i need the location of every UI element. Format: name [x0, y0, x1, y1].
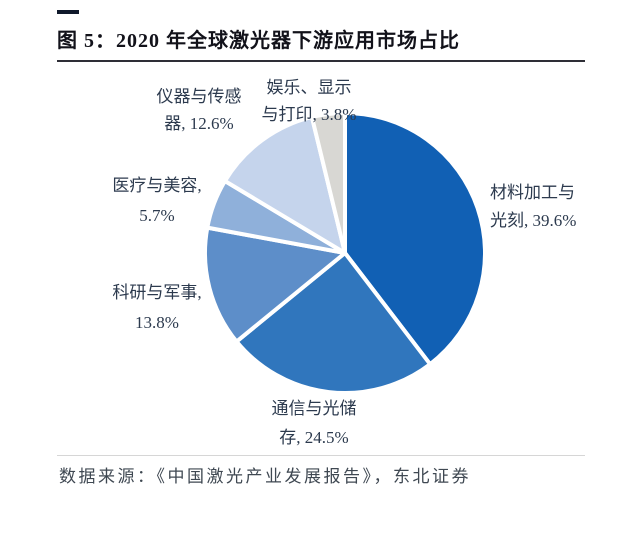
- pie-label-line: 娱乐、显示: [266, 78, 352, 97]
- pie-slice-4: [222, 114, 347, 255]
- pie-slice-0: [343, 111, 487, 367]
- pie-slice-2: [203, 225, 347, 344]
- pie-label-line: 存, 24.5%: [279, 428, 349, 447]
- pie-label-line: 通信与光储: [271, 399, 357, 418]
- pie-slice-1: [234, 251, 433, 395]
- pie-label-line: 仪器与传感: [156, 87, 242, 106]
- pie-label-line: 光刻, 39.6%: [490, 211, 577, 230]
- pie-label-line: 科研与军事,: [112, 283, 202, 302]
- pie-label-line: 13.8%: [135, 313, 179, 332]
- data-source-note: 数据来源：《中国激光产业发展报告》，东北证券: [59, 467, 471, 486]
- pie-label-line: 5.7%: [139, 206, 175, 225]
- pie-label-communications-storage: 通信与光储 存, 24.5%: [256, 394, 372, 452]
- pie-label-entertainment-display-print: 娱乐、显示 与打印, 3.8%: [250, 74, 368, 128]
- pie-chart: [203, 111, 487, 395]
- pie-label-instruments-sensors: 仪器与传感 器, 12.6%: [138, 83, 260, 137]
- pie-label-materials-processing: 材料加工与 光刻, 39.6%: [490, 179, 620, 235]
- pie-label-line: 医疗与美容,: [112, 176, 202, 195]
- pie-label-line: 与打印, 3.8%: [261, 105, 357, 124]
- pie-label-line: 器, 12.6%: [164, 114, 234, 133]
- figure-title: 图 5：2020 年全球激光器下游应用市场占比: [57, 30, 460, 52]
- top-border-dash: [57, 10, 79, 14]
- pie-label-medical-beauty: 医疗与美容, 5.7%: [96, 171, 218, 231]
- pie-label-line: 材料加工与: [490, 183, 575, 202]
- pie-slice-5: [309, 111, 347, 255]
- title-underline: [57, 60, 585, 62]
- footer-rule: [57, 455, 585, 456]
- pie-label-research-military: 科研与军事, 13.8%: [96, 278, 218, 338]
